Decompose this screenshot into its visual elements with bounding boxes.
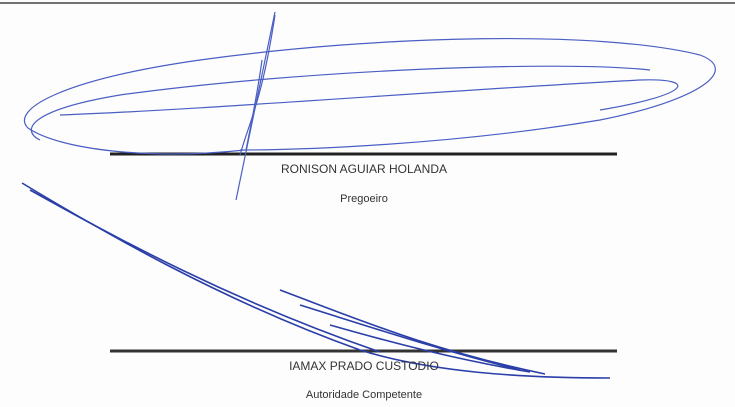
signatory-name: IAMAX PRADO CUSTODIO [289, 359, 439, 373]
signatory-role: Autoridade Competente [305, 389, 423, 401]
signatory-name: RONISON AGUIAR HOLANDA [280, 162, 448, 176]
signature-scribble [23, 11, 716, 201]
signatory-role: Pregoeiro [340, 193, 388, 205]
signature-scribble [21, 182, 611, 379]
